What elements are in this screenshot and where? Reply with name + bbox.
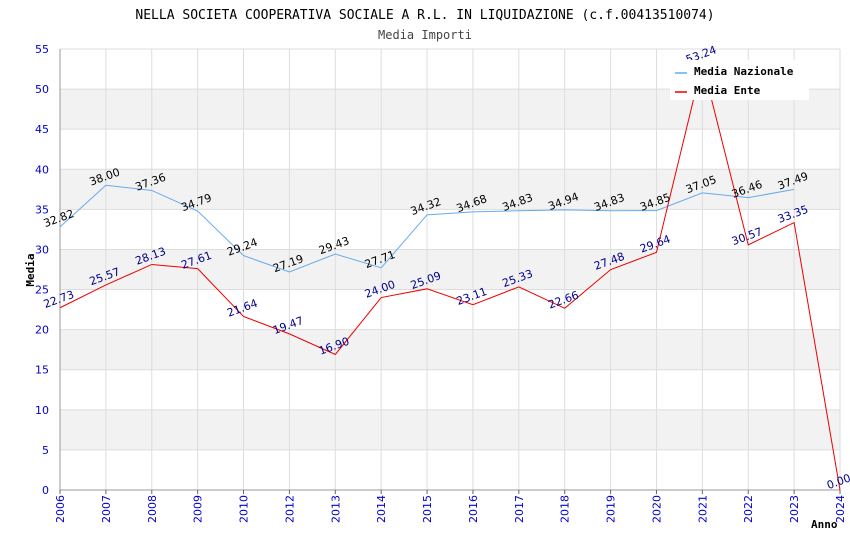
x-tick-label: 2008 xyxy=(146,495,159,523)
y-tick-label: 25 xyxy=(35,284,49,297)
data-label-media-ente: 0.00 xyxy=(825,471,850,492)
data-label-media-ente: 21.64 xyxy=(225,297,259,320)
x-tick-label: 2006 xyxy=(54,495,67,523)
x-tick-label: 2009 xyxy=(192,495,205,523)
data-label-media-ente: 30.57 xyxy=(730,225,764,248)
x-tick-label: 2019 xyxy=(605,495,618,523)
x-tick-label: 2023 xyxy=(788,495,801,523)
x-tick-label: 2020 xyxy=(650,495,663,523)
legend-label-media-ente: Media Ente xyxy=(694,84,761,97)
x-tick-label: 2012 xyxy=(283,495,296,523)
y-axis-label: Media xyxy=(24,253,37,286)
x-tick-label: 2007 xyxy=(100,495,113,523)
y-tick-label: 35 xyxy=(35,203,49,216)
chart-title: NELLA SOCIETA COOPERATIVA SOCIALE A R.L.… xyxy=(135,8,714,23)
x-axis-ticks: 2006 2007 2008 2009 2010 2012 2013 2014 2015 2016… xyxy=(54,490,847,523)
chart-subtitle: Media Importi xyxy=(378,28,472,42)
y-tick-label: 40 xyxy=(35,163,49,176)
legend-label-media-nazionale: Media Nazionale xyxy=(694,65,794,78)
y-axis-ticks: 0 5 10 15 20 25 30 35 40 45 50 55 xyxy=(35,43,49,497)
y-tick-label: 55 xyxy=(35,43,49,56)
y-tick-label: 0 xyxy=(42,484,49,497)
y-tick-label: 45 xyxy=(35,123,49,136)
y-tick-label: 10 xyxy=(35,404,49,417)
y-tick-label: 20 xyxy=(35,324,49,337)
x-tick-label: 2014 xyxy=(375,495,388,523)
y-tick-label: 15 xyxy=(35,364,49,377)
x-axis-label: Anno xyxy=(811,518,838,531)
x-tick-label: 2010 xyxy=(238,495,251,523)
grid-band xyxy=(60,330,840,370)
y-tick-label: 50 xyxy=(35,83,49,96)
grid-band xyxy=(60,169,840,209)
y-tick-label: 5 xyxy=(42,444,49,457)
x-tick-label: 2021 xyxy=(696,495,709,523)
x-tick-label: 2013 xyxy=(329,495,342,523)
x-tick-label: 2015 xyxy=(421,495,434,523)
x-tick-label: 2022 xyxy=(742,495,755,523)
y-tick-label: 30 xyxy=(35,243,49,256)
x-tick-label: 2016 xyxy=(467,495,480,523)
grid-band xyxy=(60,410,840,450)
grid-band xyxy=(60,249,840,289)
legend: Media Nazionale Media Ente xyxy=(670,60,809,100)
x-tick-label: 2017 xyxy=(513,495,526,523)
x-tick-label: 2018 xyxy=(559,495,572,523)
